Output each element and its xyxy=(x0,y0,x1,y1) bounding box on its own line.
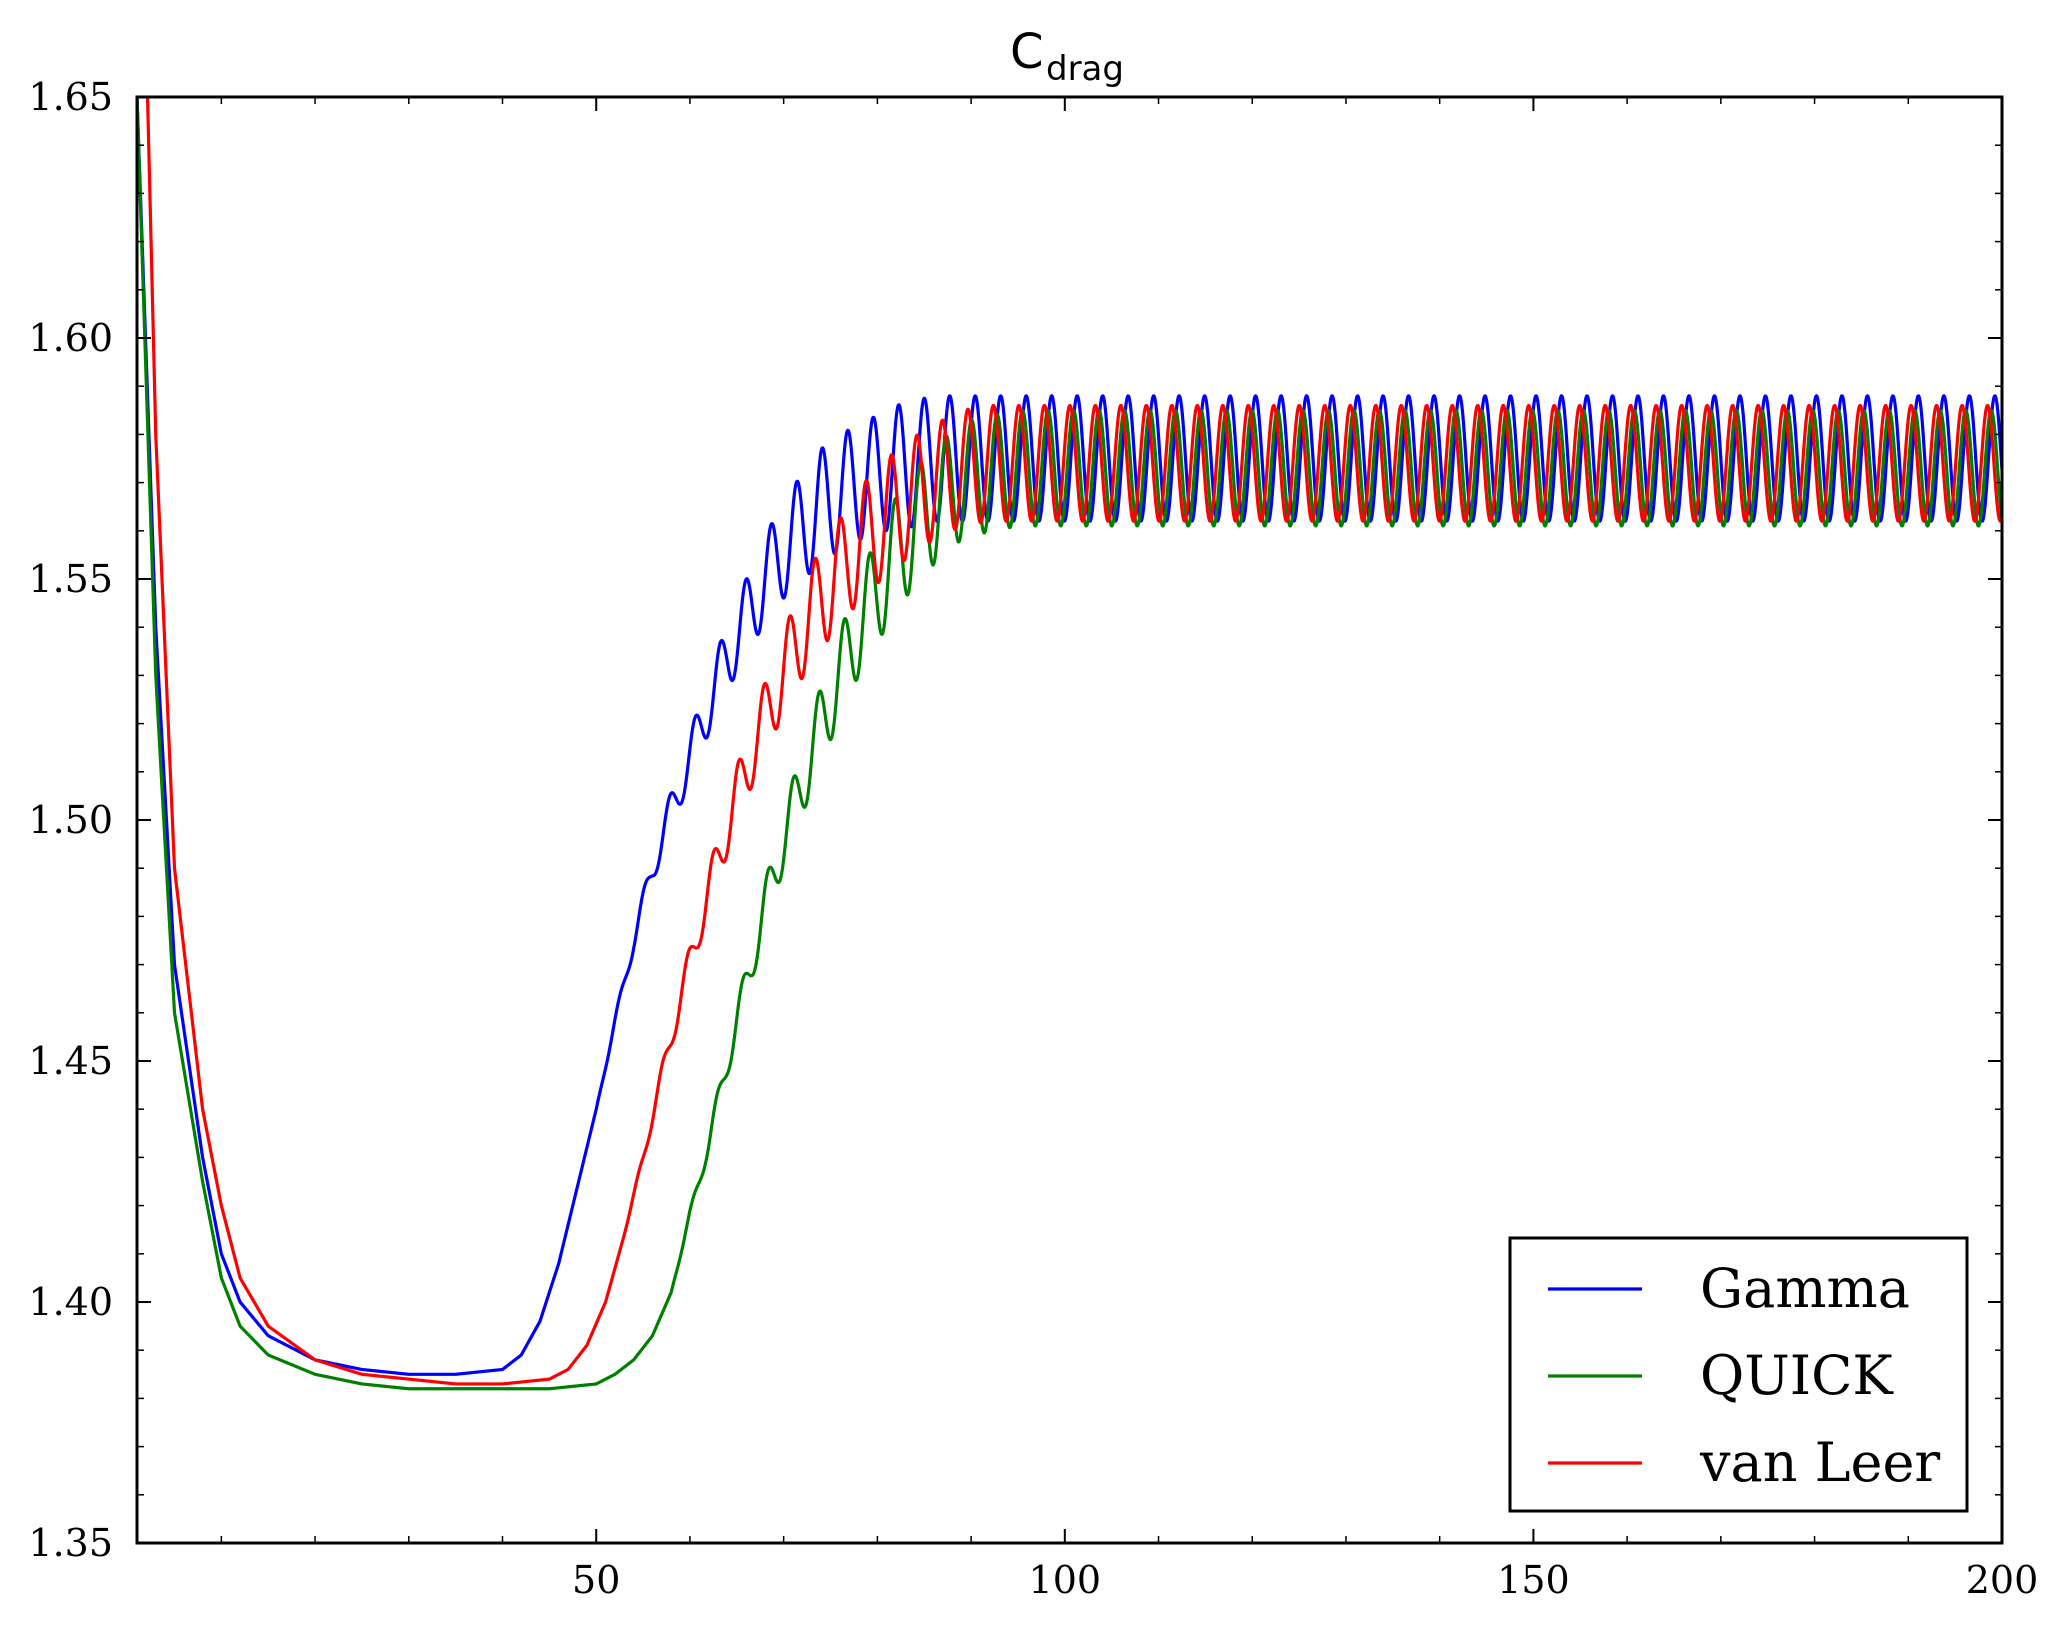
y-tick-label: 1.45 xyxy=(28,1039,113,1083)
series-line-gamma xyxy=(137,97,2002,1376)
chart-title: C drag xyxy=(1010,24,1124,89)
series-layer xyxy=(137,97,2002,1391)
chart-title-main: C xyxy=(1010,24,1044,80)
y-tick-label: 1.35 xyxy=(28,1521,113,1565)
y-tick-label: 1.65 xyxy=(28,75,113,119)
legend-label-gamma: Gamma xyxy=(1700,1257,1910,1320)
chart-title-subscript: drag xyxy=(1046,49,1124,89)
series-line-quick xyxy=(137,97,2002,1391)
y-tick-label: 1.50 xyxy=(28,798,113,842)
y-tick-label: 1.60 xyxy=(28,316,113,360)
y-tick-label: 1.40 xyxy=(28,1280,113,1324)
series-line-van-leer xyxy=(145,97,2002,1386)
legend: Gamma QUICK van Leer xyxy=(1508,1236,1969,1513)
legend-label-quick: QUICK xyxy=(1700,1344,1894,1407)
tick-layer: 1.35 1.40 1.45 1.50 1.55 1.60 1.65 50 100 150 200 xyxy=(28,75,2038,1602)
x-tick-label: 150 xyxy=(1497,1558,1570,1602)
legend-label-van-leer: van Leer xyxy=(1699,1431,1940,1494)
x-tick-label: 100 xyxy=(1029,1558,1102,1602)
x-tick-label: 200 xyxy=(1966,1558,2039,1602)
x-tick-label: 50 xyxy=(572,1558,620,1602)
y-tick-label: 1.55 xyxy=(28,557,113,601)
